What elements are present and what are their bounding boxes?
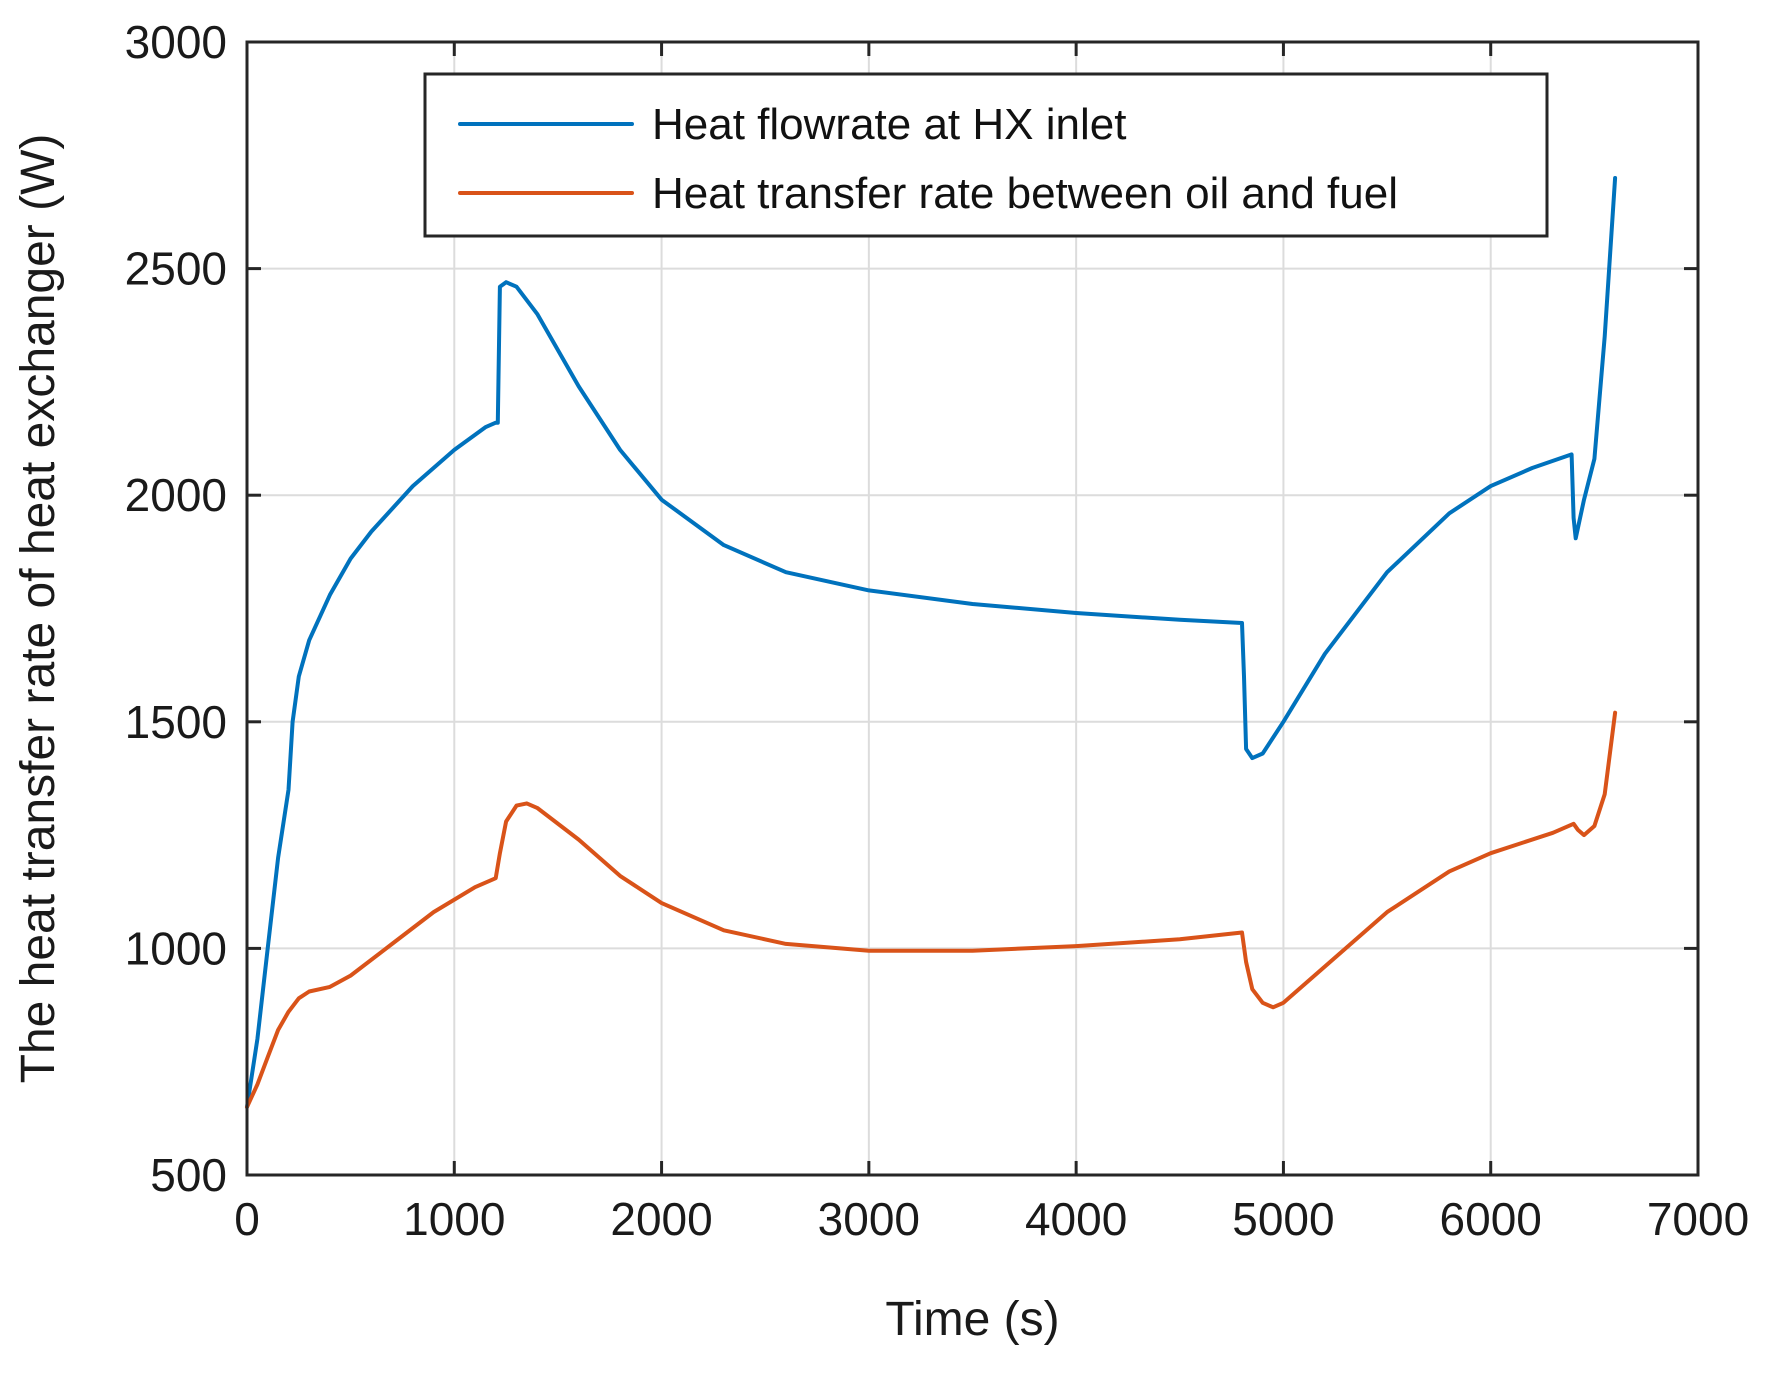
x-tick-label: 6000: [1440, 1193, 1542, 1245]
series-line-0: [245, 176, 1618, 1109]
legend: Heat flowrate at HX inlet Heat transfer …: [423, 72, 1549, 238]
axes-frame: [245, 40, 1700, 1177]
x-axis-label: Time (s): [885, 1293, 1059, 1346]
series-line-1: [245, 710, 1618, 1109]
y-tick-label: 500: [150, 1149, 227, 1201]
legend-entry-heat-flowrate: Heat flowrate at HX inlet: [652, 100, 1126, 149]
legend-box: [423, 72, 1549, 238]
x-tick-label: 7000: [1647, 1193, 1749, 1245]
y-axis-label: The heat transfer rate of heat exchanger…: [12, 134, 65, 1084]
legend-entry-heat-transfer: Heat transfer rate between oil and fuel: [652, 169, 1398, 218]
x-tick-label: 4000: [1025, 1193, 1127, 1245]
y-tick-label: 1000: [125, 922, 227, 974]
y-tick-label: 2500: [125, 243, 227, 295]
x-tick-label: 5000: [1232, 1193, 1334, 1245]
y-tick-label: 1500: [125, 696, 227, 748]
y-tick-label: 3000: [125, 16, 227, 68]
series-group: [245, 176, 1618, 1109]
x-tick-labels: 0 1000 2000 3000 4000 5000 6000 7000: [234, 1193, 1749, 1245]
x-tick-label: 3000: [818, 1193, 920, 1245]
x-tick-label: 1000: [403, 1193, 505, 1245]
y-tick-label: 2000: [125, 469, 227, 521]
x-tick-label: 0: [234, 1193, 260, 1245]
x-tick-label: 2000: [610, 1193, 712, 1245]
ticks: [245, 40, 1700, 1177]
y-tick-labels: 500 1000 1500 2000 2500 3000: [125, 16, 227, 1201]
